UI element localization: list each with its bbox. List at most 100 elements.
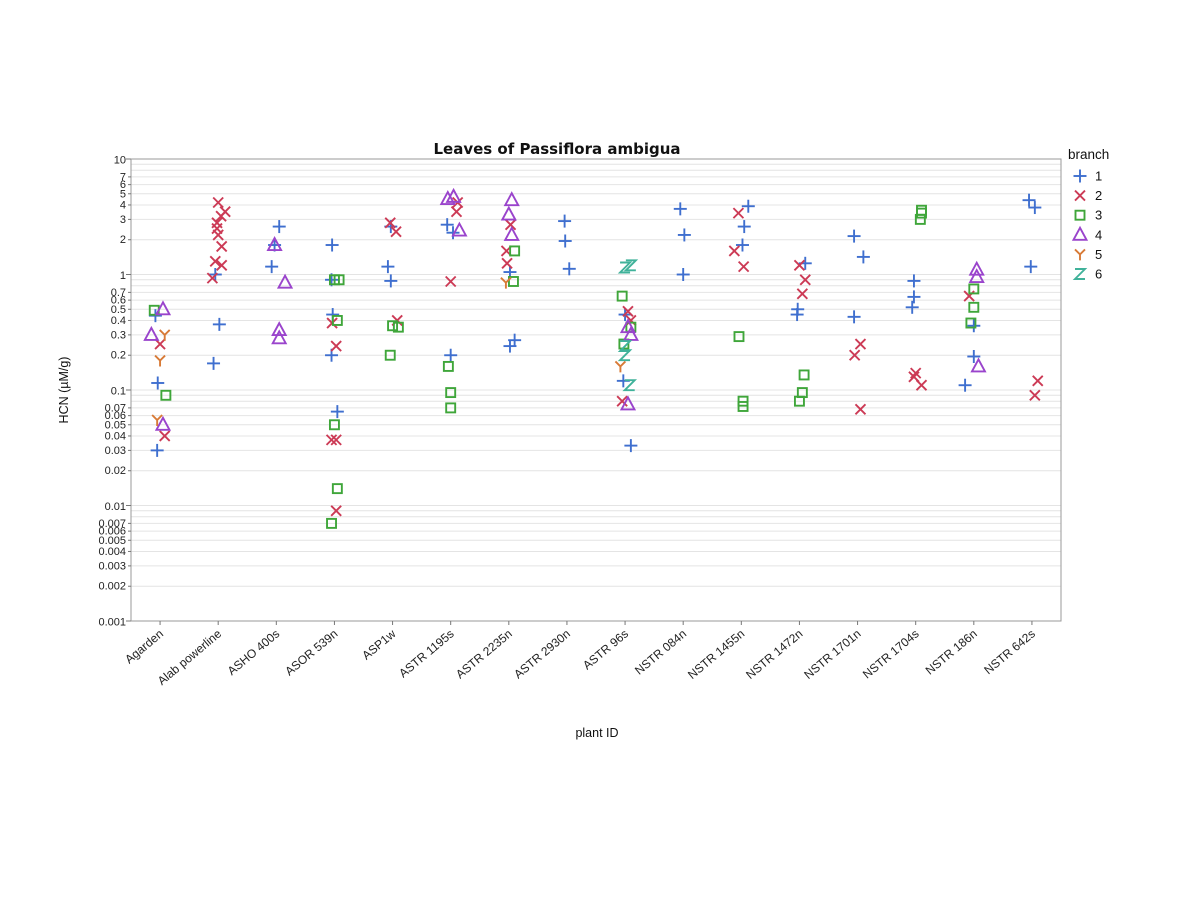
y-tick-label: 4 (120, 199, 126, 211)
legend-marker-2 (1074, 189, 1086, 202)
x-tick-label: ASOR 539n (282, 627, 340, 679)
data-point-series-3 (328, 419, 340, 431)
data-point-series-1 (384, 274, 398, 288)
data-point-series-3 (384, 349, 396, 361)
x-tick-label: NSTR 1701n (801, 627, 863, 682)
data-point-series-1 (446, 226, 460, 240)
y-tick-label: 0.002 (98, 581, 126, 593)
legend-label-4: 4 (1095, 227, 1102, 242)
legend-label-6: 6 (1095, 267, 1102, 282)
data-point-series-3 (160, 389, 172, 401)
legend: branch 1 2 3 4 5 6 (1068, 147, 1109, 282)
data-point-series-3 (916, 204, 927, 216)
data-point-series-4 (451, 221, 468, 237)
data-point-series-4 (968, 268, 985, 284)
data-point-series-4 (271, 329, 288, 345)
y-tick-label: 10 (114, 155, 126, 167)
data-point-series-5 (614, 360, 627, 373)
data-point-series-1 (958, 378, 972, 392)
data-point-series-2 (504, 219, 517, 231)
x-tick-label: ASTR 2930n (511, 627, 573, 682)
data-point-series-2 (384, 217, 396, 229)
grid-lines (131, 163, 1061, 587)
data-point-series-2 (625, 314, 637, 327)
legend-title: branch (1068, 147, 1109, 162)
x-tick-label: ASTR 1195s (396, 627, 456, 681)
data-point-series-5 (159, 329, 171, 341)
data-point-series-2 (796, 288, 809, 300)
y-tick-label: 0.07 (105, 402, 126, 414)
data-point-series-3 (445, 387, 457, 399)
y-tick-label: 0.004 (98, 546, 126, 558)
data-point-series-3 (965, 317, 977, 329)
data-point-series-1 (562, 262, 576, 276)
data-point-series-1 (847, 229, 861, 243)
data-point-series-1 (503, 339, 517, 353)
data-point-series-3 (616, 290, 628, 302)
y-tick-label: 0.6 (111, 295, 126, 307)
data-point-series-6 (617, 349, 633, 362)
data-point-series-2 (450, 205, 463, 218)
y-tick-label: 0.006 (98, 526, 126, 538)
data-point-series-2 (330, 340, 342, 352)
data-point-series-1 (1024, 260, 1038, 274)
x-tick-label: NSTR 186n (923, 627, 980, 678)
x-tick-label: NSTR 642s (981, 627, 1038, 678)
data-point-series-1 (741, 199, 755, 213)
data-point-series-6 (622, 379, 638, 392)
y-tick-label: 0.003 (98, 560, 126, 572)
data-point-series-3 (798, 369, 810, 381)
data-point-series-2 (212, 196, 224, 209)
data-point-series-2 (390, 225, 402, 238)
data-point-series-2 (728, 245, 741, 257)
data-point-series-4 (619, 395, 637, 411)
y-tick-label: 0.05 (105, 419, 126, 431)
data-point-series-1 (905, 300, 919, 314)
data-point-series-3 (331, 315, 343, 326)
data-point-series-2 (732, 207, 745, 219)
data-point-series-1 (673, 202, 687, 216)
legend-marker-4 (1071, 225, 1089, 241)
data-point-series-4 (154, 300, 172, 316)
data-point-series-2 (206, 272, 219, 284)
y-tick-label: 0.03 (105, 445, 126, 457)
data-point-series-4 (143, 325, 160, 341)
data-point-series-1 (381, 260, 395, 274)
data-point-series-3 (442, 360, 454, 372)
data-point-series-1 (265, 260, 279, 274)
data-point-series-3 (328, 274, 340, 286)
data-point-series-3 (326, 517, 337, 529)
data-point-series-1 (847, 310, 861, 324)
y-tick-label: 0.001 (98, 617, 126, 629)
data-point-series-1 (272, 220, 286, 234)
data-point-series-2 (848, 349, 861, 361)
x-tick-label: Alab powerline (155, 626, 225, 688)
data-point-series-4 (276, 273, 294, 289)
y-tick-label: 0.1 (111, 386, 126, 398)
data-point-series-3 (445, 402, 457, 414)
data-point-series-5 (500, 276, 512, 289)
data-point-series-1 (856, 250, 870, 264)
legend-label-3: 3 (1095, 208, 1102, 223)
legend-label-1: 1 (1095, 169, 1102, 184)
data-point-series-1 (330, 405, 344, 419)
data-point-series-1 (444, 348, 458, 362)
legend-label-5: 5 (1095, 247, 1102, 262)
data-point-series-2 (330, 434, 342, 446)
x-tick-label: NSTR 1455n (685, 627, 747, 682)
x-axis-label: plant ID (575, 726, 618, 740)
y-tick-label: 1 (120, 270, 126, 282)
data-point-series-1 (151, 376, 165, 390)
data-point-series-2 (209, 255, 221, 268)
data-point-series-3 (508, 276, 519, 287)
data-point-series-2 (799, 274, 811, 286)
y-axis-label: HCN (µM/g) (57, 357, 71, 424)
data-point-series-2 (212, 229, 224, 241)
data-point-series-2 (216, 259, 228, 272)
y-tick-label: 0.3 (111, 329, 126, 341)
data-point-series-4 (970, 357, 987, 373)
data-point-series-2 (616, 395, 628, 407)
data-point-series-1 (558, 234, 572, 248)
data-point-series-3 (914, 213, 926, 225)
data-point-series-1 (790, 308, 804, 322)
